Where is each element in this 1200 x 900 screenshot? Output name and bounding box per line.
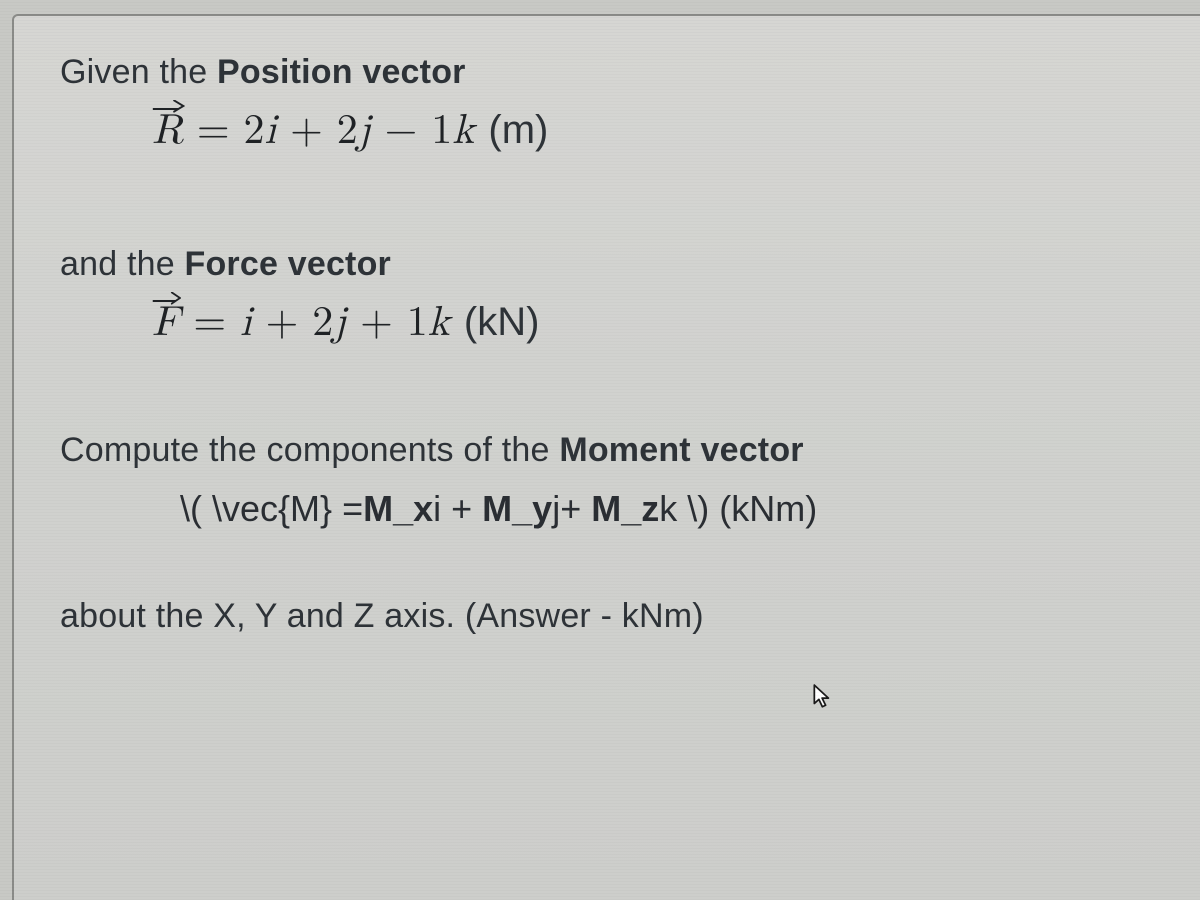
eq3-plus1: + [441,488,482,529]
equation-M-raw: \( \vec{M} =M_xi + M_yj+ M_zk \) (kNm) [180,488,1160,530]
eq3-mid: = [332,488,363,529]
eq3-plus2: + [560,488,591,529]
intro-bold-1: Position vector [217,53,466,91]
eq3-mz: M_z [591,488,659,529]
spacer [60,530,1160,594]
eq1-t3: 1 [431,110,452,152]
intro-bold-3: Moment vector [559,431,803,469]
eq3-i: i [433,488,441,529]
eq2-j: j [333,302,346,344]
eq1-k: k [452,110,474,152]
eq3-close: \) [677,488,709,529]
eq2-i: i [240,302,252,344]
eq3-vec: \vec{M} [212,488,332,529]
vector-F: F [152,298,179,348]
eq1-unit: (m) [488,108,548,152]
eq1-sp [474,110,488,152]
vector-R: R [152,106,183,156]
intro-prefix-3: Compute the components of the [60,431,559,469]
vector-letter-F: F [152,302,179,344]
intro-line-position: Given the Position vector [60,50,1160,96]
intro-line-moment: Compute the components of the Moment vec… [60,428,1160,474]
eq1-plus1: + [276,110,337,152]
intro-line-force: and the Force vector [60,242,1160,288]
vector-letter-R: R [152,110,183,152]
eq2-t3: 1 [407,302,428,344]
intro-bold-2: Force vector [185,245,391,283]
equation-R: R = 2i + 2j − 1k (m) [152,106,548,156]
eq1-minus: − [371,110,432,152]
eq2-unit: (kN) [464,300,540,344]
eq3-my: M_y [482,488,552,529]
eq2-k: k [428,302,450,344]
eq3-mx: M_x [363,488,433,529]
eq2-eq: = [179,302,240,344]
question-panel: Given the Position vector R = 2i + 2j − … [12,14,1200,900]
eq1-eq: = [183,110,244,152]
spacer [60,348,1160,428]
spacer [60,156,1160,242]
eq3-k: k [659,488,677,529]
eq3-unit: (kNm) [709,488,817,529]
intro-prefix-2: and the [60,245,185,283]
eq1-i: i [265,110,277,152]
answer-hint-line: about the X, Y and Z axis. (Answer - kNm… [60,594,1160,640]
eq2-plus1: + [252,302,313,344]
eq2-plus2: + [346,302,407,344]
equation-F: F = i + 2j + 1k (kN) [152,298,539,348]
eq2-sp [450,302,464,344]
intro-prefix-1: Given the [60,53,217,91]
eq2-t2: 2 [312,302,333,344]
eq1-j: j [358,110,371,152]
eq3-open: \( [180,488,212,529]
eq3-j: j [552,488,560,529]
eq1-t2: 2 [337,110,358,152]
eq1-t1: 2 [244,110,265,152]
